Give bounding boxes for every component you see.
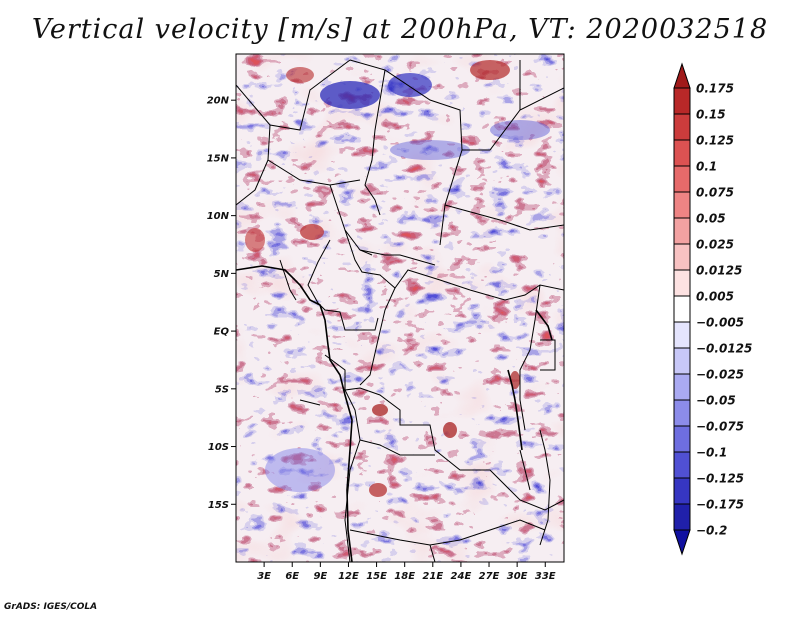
colorbar-label: −0.05: [696, 394, 736, 408]
colorbar-swatch: [673, 347, 691, 375]
colorbar: 0.175 0.15 0.125 0.1 0.075 0.05 0.025 0.0125 0.0…: [673, 62, 752, 556]
colorbar-swatch: [673, 243, 691, 271]
lat-tick-label: 20N: [207, 96, 230, 107]
lon-tick-label: 18E: [394, 571, 415, 582]
colorbar-label: 0.175: [696, 82, 734, 96]
grads-credit: GrADS: IGES/COLA: [4, 602, 98, 612]
map-frame: [235, 53, 565, 563]
lon-tick-label: 15E: [366, 571, 387, 582]
country-boundaries: [236, 59, 564, 562]
lon-tick-label: 33E: [535, 571, 556, 582]
colorbar-label: −0.0125: [696, 342, 752, 356]
colorbar-label: −0.005: [696, 316, 744, 330]
colorbar-swatch: [673, 269, 691, 297]
colorbar-swatch: [673, 425, 691, 453]
colorbar-label: 0.075: [696, 186, 734, 200]
colorbar-swatch: [673, 191, 691, 219]
colorbar-swatch: [673, 165, 691, 193]
colorbar-swatch: [673, 477, 691, 505]
lat-tick-label: 15N: [207, 153, 230, 164]
colorbar-swatch: [673, 113, 691, 141]
colorbar-label: −0.075: [696, 420, 744, 434]
lon-tick-label: 9E: [313, 571, 327, 582]
colorbar-label: −0.2: [696, 524, 727, 538]
colorbar-swatch: [673, 451, 691, 479]
lat-tick-label: 10S: [208, 442, 229, 453]
colorbar-top-arrow: [673, 62, 691, 89]
lon-tick-label: 24E: [451, 571, 472, 582]
longitude-axis: 3E 6E 9E 12E 15E 18E 21E 24E 27E 30E 33E: [257, 562, 556, 582]
colorbar-label: 0.025: [696, 238, 734, 252]
colorbar-swatch: [673, 139, 691, 167]
lat-tick-label: 5S: [215, 384, 229, 395]
colorbar-label: 0.15: [696, 108, 726, 122]
velocity-field: [236, 54, 564, 562]
lon-tick-label: 21E: [422, 571, 443, 582]
colorbar-swatch: [673, 503, 691, 531]
colorbar-label: 0.05: [696, 212, 726, 226]
lon-tick-label: 3E: [257, 571, 271, 582]
map-title: Vertical velocity [m/s] at 200hPa, VT: 2…: [31, 14, 769, 45]
strong-cells: [245, 60, 550, 497]
lat-tick-label: EQ: [214, 327, 230, 338]
colorbar-label: −0.175: [696, 498, 744, 512]
colorbar-label: 0.1: [696, 160, 717, 174]
lat-tick-label: 5N: [214, 269, 230, 280]
lat-tick-label: 15S: [208, 500, 229, 511]
colorbar-label: −0.125: [696, 472, 744, 486]
colorbar-swatch: [673, 373, 691, 401]
colorbar-label: 0.0125: [696, 264, 742, 278]
latitude-axis: 20N 15N 10N 5N EQ 5S 10S 15S: [207, 96, 236, 511]
colorbar-swatch: [673, 87, 691, 115]
colorbar-bottom-arrow: [673, 529, 691, 556]
colorbar-swatch: [673, 295, 691, 323]
lon-tick-label: 27E: [479, 571, 500, 582]
colorbar-label: 0.125: [696, 134, 734, 148]
colorbar-label: −0.025: [696, 368, 744, 382]
lon-tick-label: 30E: [507, 571, 528, 582]
colorbar-label: −0.1: [696, 446, 727, 460]
coastlines: [236, 265, 553, 562]
colorbar-label: 0.005: [696, 290, 734, 304]
colorbar-swatch: [673, 217, 691, 245]
lat-tick-label: 10N: [207, 211, 230, 222]
lon-tick-label: 6E: [285, 571, 299, 582]
colorbar-swatch: [673, 399, 691, 427]
colorbar-swatch: [673, 321, 691, 349]
lon-tick-label: 12E: [338, 571, 359, 582]
